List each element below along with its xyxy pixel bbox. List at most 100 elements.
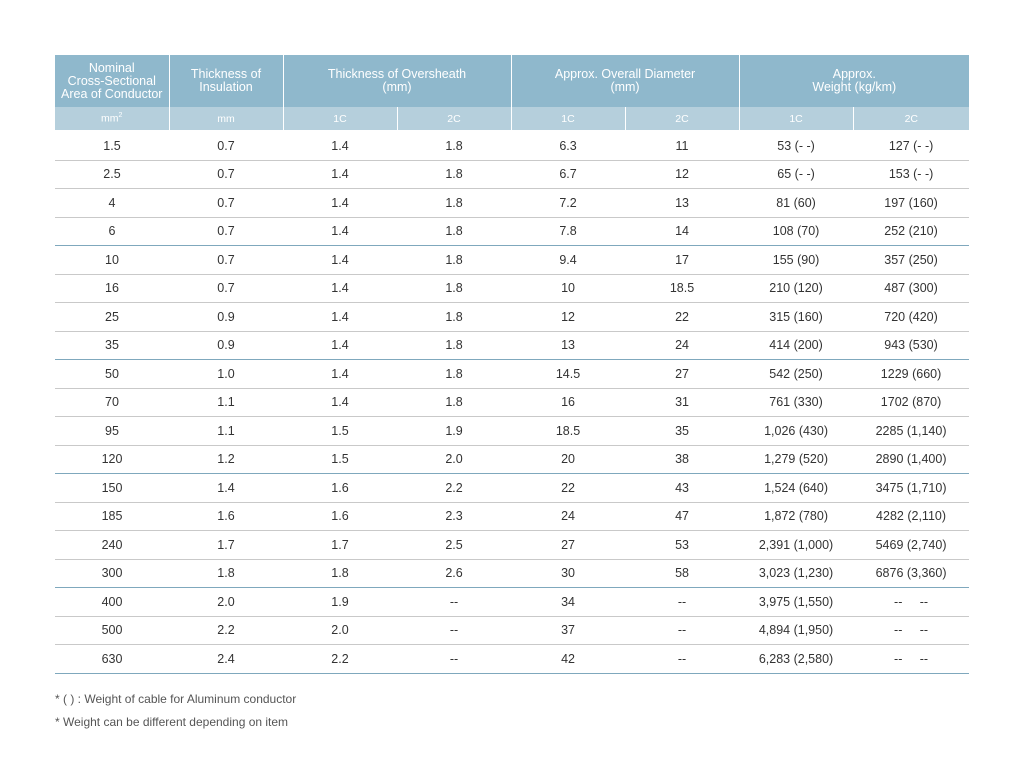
header-row: Nominal Cross-Sectional Area of Conducto…	[55, 55, 970, 107]
cell-dia-2c: 31	[625, 388, 740, 417]
cell-sheath-2c: 1.8	[397, 359, 512, 389]
cell-weight-1c: 3,023 (1,230)	[739, 559, 854, 588]
cell-weight-2c: 2285 (1,140)	[853, 416, 970, 446]
cell-sheath-2c: 2.2	[397, 473, 512, 503]
cell-weight-1c: 65 (- -)	[739, 160, 854, 189]
cell-weight-1c: 315 (160)	[739, 302, 854, 332]
cell-sheath-1c: 2.2	[283, 644, 397, 674]
cell-sheath-2c: 2.3	[397, 502, 512, 531]
footnotes: * ( ) : Weight of cable for Aluminum con…	[55, 690, 296, 736]
table-row: 35 0.9 1.4 1.8 13 24 414 (200) 943 (530)	[55, 331, 970, 360]
cell-insulation: 1.7	[169, 530, 283, 560]
cell-dia-1c: 10	[511, 274, 626, 303]
table-row: 630 2.4 2.2 -- 42 -- 6,283 (2,580) -- --	[55, 644, 970, 674]
cell-insulation: 2.0	[169, 587, 283, 617]
cell-area: 4	[55, 188, 169, 218]
header-oversheath-line2: (mm)	[382, 80, 412, 94]
cell-dia-1c: 13	[511, 331, 626, 360]
cell-insulation: 1.2	[169, 445, 283, 474]
cell-sheath-1c: 1.4	[283, 130, 397, 161]
header-oversheath: Thickness of Oversheath (mm)	[282, 55, 512, 107]
cell-weight-2c: 357 (250)	[853, 245, 970, 275]
cell-weight-1c: 1,872 (780)	[739, 502, 854, 531]
header-insulation-line1: Thickness of	[190, 67, 262, 81]
header-insulation: Thickness of Insulation	[168, 55, 283, 107]
cell-insulation: 2.4	[169, 644, 283, 674]
cell-weight-1c: 542 (250)	[739, 359, 854, 389]
cell-sheath-2c: 1.8	[397, 245, 512, 275]
cell-weight-2c: 1229 (660)	[853, 359, 970, 389]
cell-weight-1c: 4,894 (1,950)	[739, 616, 854, 645]
cell-insulation: 1.1	[169, 388, 283, 417]
cell-dia-1c: 30	[511, 559, 626, 588]
cell-insulation: 2.2	[169, 616, 283, 645]
cell-area: 1.5	[55, 130, 169, 161]
table-row: 50 1.0 1.4 1.8 14.5 27 542 (250) 1229 (660)	[55, 359, 970, 389]
unit-dia-2c: 2C	[624, 107, 740, 130]
cell-area: 150	[55, 473, 169, 503]
cable-spec-table: Nominal Cross-Sectional Area of Conducto…	[55, 55, 970, 674]
cell-dia-1c: 42	[511, 644, 626, 674]
cell-sheath-1c: 1.8	[283, 559, 397, 588]
cell-sheath-2c: 1.8	[397, 302, 512, 332]
header-weight-line1: Approx.	[832, 67, 876, 81]
header-area-line1: Nominal	[88, 60, 135, 75]
cell-insulation: 0.9	[169, 302, 283, 332]
cell-weight-1c: 761 (330)	[739, 388, 854, 417]
cell-weight-1c: 81 (60)	[739, 188, 854, 218]
cell-weight-1c: 3,975 (1,550)	[739, 587, 854, 617]
unit-dia-1c: 1C	[510, 107, 626, 130]
cell-dia-2c: 11	[625, 130, 740, 161]
cell-weight-2c: 252 (210)	[853, 217, 970, 246]
table-row: 120 1.2 1.5 2.0 20 38 1,279 (520) 2890 (1,400)	[55, 445, 970, 474]
unit-area-sup: 2	[118, 112, 123, 120]
cell-weight-2c: 943 (530)	[853, 331, 970, 360]
cell-insulation: 0.9	[169, 331, 283, 360]
cell-weight-1c: 1,524 (640)	[739, 473, 854, 503]
cell-dia-2c: 58	[625, 559, 740, 588]
cell-dia-2c: 12	[625, 160, 740, 189]
cell-dia-2c: 13	[625, 188, 740, 218]
cell-area: 10	[55, 245, 169, 275]
cell-area: 16	[55, 274, 169, 303]
cell-area: 630	[55, 644, 169, 674]
cell-dia-2c: --	[625, 644, 740, 674]
cell-weight-2c: 1702 (870)	[853, 388, 970, 417]
table-row: 25 0.9 1.4 1.8 12 22 315 (160) 720 (420)	[55, 302, 970, 332]
cell-sheath-1c: 1.4	[283, 388, 397, 417]
cell-dia-1c: 34	[511, 587, 626, 617]
cell-dia-1c: 6.3	[511, 130, 626, 161]
cell-weight-2c: 127 (- -)	[853, 130, 970, 161]
unit-wt-2c: 2C	[852, 107, 970, 130]
unit-row: mm2 mm 1C 2C 1C 2C 1C 2C	[55, 107, 970, 130]
cell-weight-2c: 3475 (1,710)	[853, 473, 970, 503]
header-oversheath-line1: Thickness of Oversheath	[327, 67, 467, 81]
cell-area: 500	[55, 616, 169, 645]
cell-sheath-1c: 2.0	[283, 616, 397, 645]
cell-area: 2.5	[55, 160, 169, 189]
cell-insulation: 1.1	[169, 416, 283, 446]
cell-weight-2c: 197 (160)	[853, 188, 970, 218]
cell-sheath-1c: 1.4	[283, 359, 397, 389]
cell-sheath-1c: 1.7	[283, 530, 397, 560]
table-row: 240 1.7 1.7 2.5 27 53 2,391 (1,000) 5469 (2,740…	[55, 530, 970, 560]
cell-weight-1c: 1,279 (520)	[739, 445, 854, 474]
footnote-weight: * Weight can be different depending on i…	[55, 715, 289, 729]
cell-insulation: 0.7	[169, 160, 283, 189]
cell-dia-2c: 47	[625, 502, 740, 531]
cell-dia-1c: 18.5	[511, 416, 626, 446]
cell-dia-2c: 43	[625, 473, 740, 503]
unit-wt-1c: 1C	[738, 107, 854, 130]
cell-dia-1c: 9.4	[511, 245, 626, 275]
cell-sheath-1c: 1.4	[283, 188, 397, 218]
header-area-line3: Area of Conductor	[61, 86, 163, 101]
cell-sheath-2c: 1.9	[397, 416, 512, 446]
cell-area: 50	[55, 359, 169, 389]
table-row: 95 1.1 1.5 1.9 18.5 35 1,026 (430) 2285 (1,140)	[55, 416, 970, 446]
cell-weight-2c: 2890 (1,400)	[853, 445, 970, 474]
cell-dia-1c: 7.8	[511, 217, 626, 246]
table-row: 150 1.4 1.6 2.2 22 43 1,524 (640) 3475 (1,710)	[55, 473, 970, 503]
cell-dia-1c: 14.5	[511, 359, 626, 389]
cell-sheath-2c: 1.8	[397, 217, 512, 246]
cell-sheath-2c: 1.8	[397, 160, 512, 189]
